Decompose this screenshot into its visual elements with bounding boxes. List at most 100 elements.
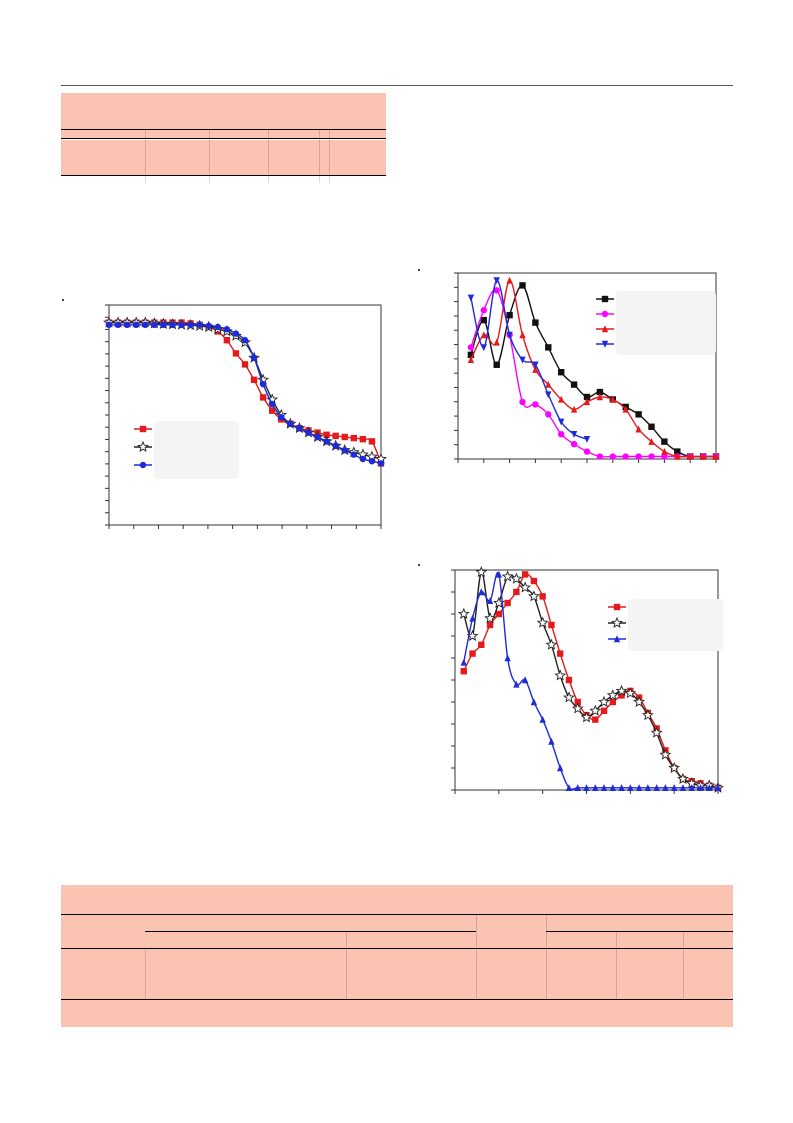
table-2-group-rule — [145, 931, 476, 932]
data-point — [592, 784, 599, 791]
data-point — [679, 784, 687, 791]
data-point — [571, 702, 584, 714]
data-point — [539, 593, 546, 600]
data-point — [615, 684, 628, 696]
figure-c-panel-mark — [418, 564, 420, 566]
data-point — [133, 321, 140, 328]
data-point — [583, 435, 591, 443]
data-point — [687, 452, 694, 460]
data-point — [648, 423, 655, 430]
figure-a — [62, 295, 392, 535]
table-2-col-separator — [145, 948, 146, 999]
data-point — [250, 354, 258, 361]
data-point — [467, 294, 475, 302]
figure-b-panel-mark — [418, 269, 420, 271]
data-point — [223, 326, 231, 333]
data-point — [606, 689, 619, 701]
data-point — [513, 588, 520, 596]
data-point — [493, 338, 500, 346]
data-point — [622, 453, 629, 460]
data-point — [699, 452, 707, 460]
data-point — [633, 695, 646, 707]
data-point — [287, 420, 294, 427]
legend-swatch-marker — [601, 295, 609, 303]
data-point — [648, 453, 655, 460]
data-point — [169, 321, 176, 328]
data-point — [609, 698, 616, 706]
table-1-col-separator — [319, 129, 320, 183]
data-point — [648, 437, 655, 445]
data-point — [323, 438, 330, 445]
data-point — [205, 322, 212, 330]
table-2-col-separator — [476, 914, 477, 999]
data-point — [659, 748, 672, 760]
data-point — [521, 571, 529, 578]
data-point — [305, 429, 312, 436]
table-2-col-separator — [683, 931, 684, 999]
data-point — [570, 381, 578, 388]
data-point — [368, 438, 376, 445]
table-2-header-rule — [61, 948, 733, 949]
table-1-col-separator — [209, 129, 210, 183]
data-point — [558, 418, 565, 426]
data-point — [596, 388, 604, 396]
data-point — [548, 621, 555, 629]
legend-swatch-marker — [137, 440, 149, 452]
data-point — [480, 307, 487, 314]
data-point — [714, 784, 722, 791]
data-point — [495, 610, 503, 618]
table-1-body-row — [61, 140, 386, 176]
data-point — [469, 614, 476, 622]
data-point — [519, 356, 526, 364]
data-point — [232, 350, 240, 357]
data-point — [609, 453, 616, 460]
data-point — [123, 321, 131, 328]
data-point — [650, 726, 663, 738]
table-1-col-separator — [329, 129, 330, 183]
data-point — [493, 277, 500, 285]
data-point — [557, 764, 564, 772]
data-point — [232, 330, 240, 337]
data-point — [478, 588, 485, 596]
data-point — [598, 695, 610, 707]
data-point — [583, 448, 591, 455]
data-point — [532, 361, 539, 369]
data-point — [641, 709, 654, 721]
data-point — [519, 282, 526, 289]
table-2-top-rule — [61, 914, 733, 915]
data-point — [296, 425, 303, 432]
data-point — [241, 361, 249, 368]
table-2-col-separator — [616, 931, 617, 999]
data-point — [545, 391, 552, 399]
table-1-caption-band — [61, 93, 386, 129]
data-point — [250, 376, 258, 383]
data-point — [259, 394, 267, 401]
table-2-col-separator — [546, 914, 547, 999]
data-point — [187, 321, 194, 328]
data-point — [269, 407, 276, 414]
data-point — [480, 316, 487, 324]
legend-box — [154, 421, 239, 479]
data-point — [570, 431, 578, 438]
data-point — [341, 433, 348, 441]
data-point — [510, 572, 523, 584]
data-point — [574, 784, 581, 791]
data-point — [527, 590, 540, 602]
series-line — [109, 324, 382, 465]
data-point — [196, 321, 203, 328]
data-point — [554, 669, 567, 681]
data-point — [661, 453, 668, 460]
data-point — [674, 452, 681, 460]
data-point — [142, 321, 149, 328]
data-point — [688, 784, 695, 791]
data-point — [661, 447, 668, 455]
figure-b — [418, 265, 728, 470]
data-point — [583, 393, 591, 401]
data-point — [697, 784, 704, 791]
data-point — [600, 707, 608, 714]
data-point — [467, 344, 475, 351]
data-point — [493, 361, 500, 368]
data-point — [532, 401, 539, 408]
legend-swatch-marker — [601, 325, 609, 333]
data-point — [486, 621, 494, 629]
